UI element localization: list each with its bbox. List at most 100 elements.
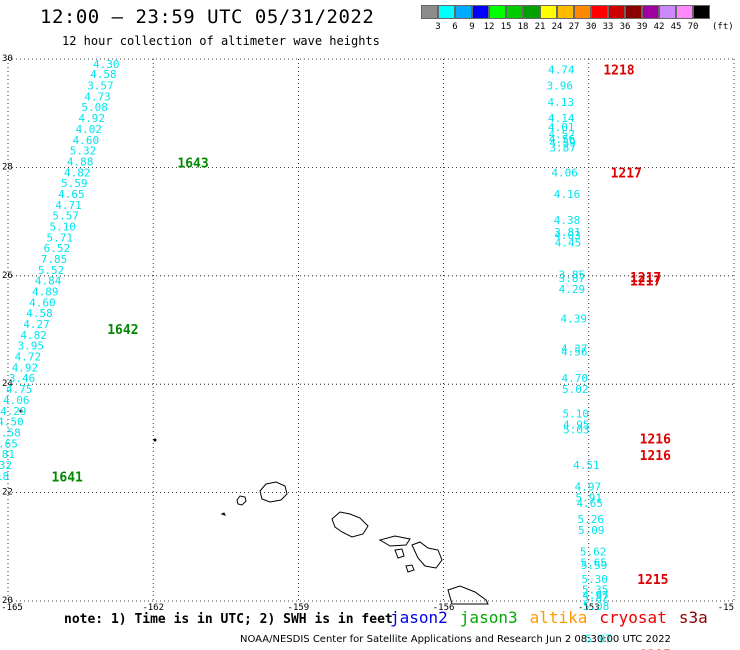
wave-height-value: 3.96 xyxy=(547,80,574,93)
legend-tick-label: 12 xyxy=(483,22,495,32)
latitude-label: 22 xyxy=(2,488,13,498)
wave-height-value: 4.70 xyxy=(562,372,589,385)
legend-swatch xyxy=(489,5,506,19)
wave-height-value: 3.85 xyxy=(559,269,586,282)
wave-height-value: 4.60 xyxy=(73,134,100,147)
wave-height-value: 4.45 xyxy=(555,237,582,250)
legend-tick-label: 27 xyxy=(568,22,580,32)
legend-unit: (ft) xyxy=(712,22,734,32)
satellite-legend-altika: altika xyxy=(529,608,588,627)
wave-height-value: 4.02 xyxy=(76,123,103,136)
satellite-legend-cryosat: cryosat xyxy=(599,608,667,627)
wave-height-value: 4.16 xyxy=(554,188,581,201)
island-molokai xyxy=(378,535,411,547)
latitude-label: 26 xyxy=(2,271,13,281)
island-kauai-main xyxy=(259,481,288,503)
legend-tick-label: 21 xyxy=(534,22,546,32)
wave-height-value: 5.02 xyxy=(562,383,589,396)
wave-height-value: 4.65 xyxy=(58,188,85,201)
legend-swatch xyxy=(557,5,574,19)
longitude-label: -153 xyxy=(578,603,600,613)
legend-swatch xyxy=(659,5,676,19)
pass-number-label: 1216 xyxy=(640,449,671,464)
satellite-legend-jason3: jason3 xyxy=(459,608,518,627)
wave-height-value: 3.81 xyxy=(554,226,581,239)
wave-height-value: 4.84 xyxy=(35,275,62,288)
wave-height-value: 4.65 xyxy=(0,437,18,450)
legend-tick-label: 45 xyxy=(670,22,682,32)
longitude-label: -162 xyxy=(142,603,164,613)
legend-swatch xyxy=(438,5,455,19)
island-kauai xyxy=(236,495,247,506)
wave-height-value: 4.29 xyxy=(559,283,586,296)
wave-height-value: 4.74 xyxy=(548,63,575,76)
legend-swatch xyxy=(693,5,710,19)
wave-height-value: 4.56 xyxy=(561,346,588,359)
wave-height-value: 4.95 xyxy=(563,418,590,431)
wave-height-value: 4.58 xyxy=(0,426,21,439)
wave-height-value: 4.58 xyxy=(90,68,117,81)
legend-tick-label: 70 xyxy=(687,22,699,32)
wave-height-value: 5.57 xyxy=(52,210,79,223)
wave-height-value: 4.27 xyxy=(23,318,50,331)
wave-height-value: 4.13 xyxy=(547,96,574,109)
islet-dot xyxy=(19,409,23,413)
credit-line: NOAA/NESDIS Center for Satellite Applica… xyxy=(240,634,671,645)
wave-height-value: 4.38 xyxy=(554,214,581,227)
wave-height-value: 4.92 xyxy=(78,112,105,125)
legend-tick-label: 30 xyxy=(585,22,597,32)
wave-height-value: 4.59 xyxy=(549,136,576,149)
wave-height-value: 5.03 xyxy=(563,424,590,437)
legend-tick-label: 39 xyxy=(636,22,648,32)
wave-height-value: 4.50 xyxy=(0,416,24,429)
pass-number-label: 1216 xyxy=(640,432,671,447)
longitude-label: -159 xyxy=(288,603,310,613)
wave-height-value: 3.87 xyxy=(559,272,586,285)
island-niihau xyxy=(220,512,226,516)
legend-tick-label: 36 xyxy=(619,22,631,32)
wave-height-value: 5.59 xyxy=(61,177,88,190)
wave-height-value: 3.46 xyxy=(9,372,36,385)
map-grid xyxy=(7,58,735,602)
wave-height-value: 7.85 xyxy=(41,253,68,266)
wave-height-value: 5.65 xyxy=(580,557,607,570)
wave-height-value: 4.75 xyxy=(6,383,33,396)
wave-height-value: 4.71 xyxy=(55,199,82,212)
longitude-label: -156 xyxy=(433,603,455,613)
longitude-label: -15 xyxy=(718,603,734,613)
wave-height-value: 4.03 xyxy=(554,229,581,242)
pass-labels: 1643164216411218121712171217121612161215… xyxy=(52,63,672,650)
wave-height-value: 6.52 xyxy=(44,242,71,255)
wave-height-value: 3.87 xyxy=(549,141,576,154)
legend-swatch xyxy=(506,5,523,19)
wave-height-value: 5.32 xyxy=(70,145,97,158)
pass-number-label: 1643 xyxy=(177,157,208,172)
wave-height-value: 4.14 xyxy=(548,112,575,125)
wave-height-value: 5.10 xyxy=(49,220,76,233)
wave-height-value: 5.09 xyxy=(578,524,605,537)
wave-height-value: 5.91 xyxy=(576,491,603,504)
wave-height-value: 4.65 xyxy=(577,497,604,510)
legend-tick-label: 18 xyxy=(517,22,529,32)
wave-height-value: 4.52 xyxy=(548,128,575,141)
wave-height-value: 4.30 xyxy=(93,58,120,71)
legend-swatch xyxy=(421,5,438,19)
pass-number-label: 1217 xyxy=(630,271,661,286)
wave-height-value: 5.08 xyxy=(81,101,108,114)
wave-height-value: 5.97 xyxy=(585,632,612,645)
latitude-label: 24 xyxy=(2,379,13,389)
wave-height-value: 4.89 xyxy=(32,286,59,299)
legend-tick-label: 15 xyxy=(500,22,512,32)
wave-height-value: 4.18 xyxy=(0,470,9,483)
wave-height-value: 4.92 xyxy=(12,361,39,374)
wave-height-value: 5.30 xyxy=(581,573,608,586)
pass-number-label: 1217 xyxy=(630,275,661,290)
wave-height-value: 4.60 xyxy=(29,296,56,309)
wave-height-value: 3.95 xyxy=(17,340,44,353)
wave-height-value: 4.73 xyxy=(84,90,111,103)
legend-swatch xyxy=(642,5,659,19)
satellite-legend: jason2 jason3 altika cryosat s3a xyxy=(390,608,720,627)
wave-height-value: 4.81 xyxy=(0,448,15,461)
pass-number-label: 1641 xyxy=(52,470,83,485)
